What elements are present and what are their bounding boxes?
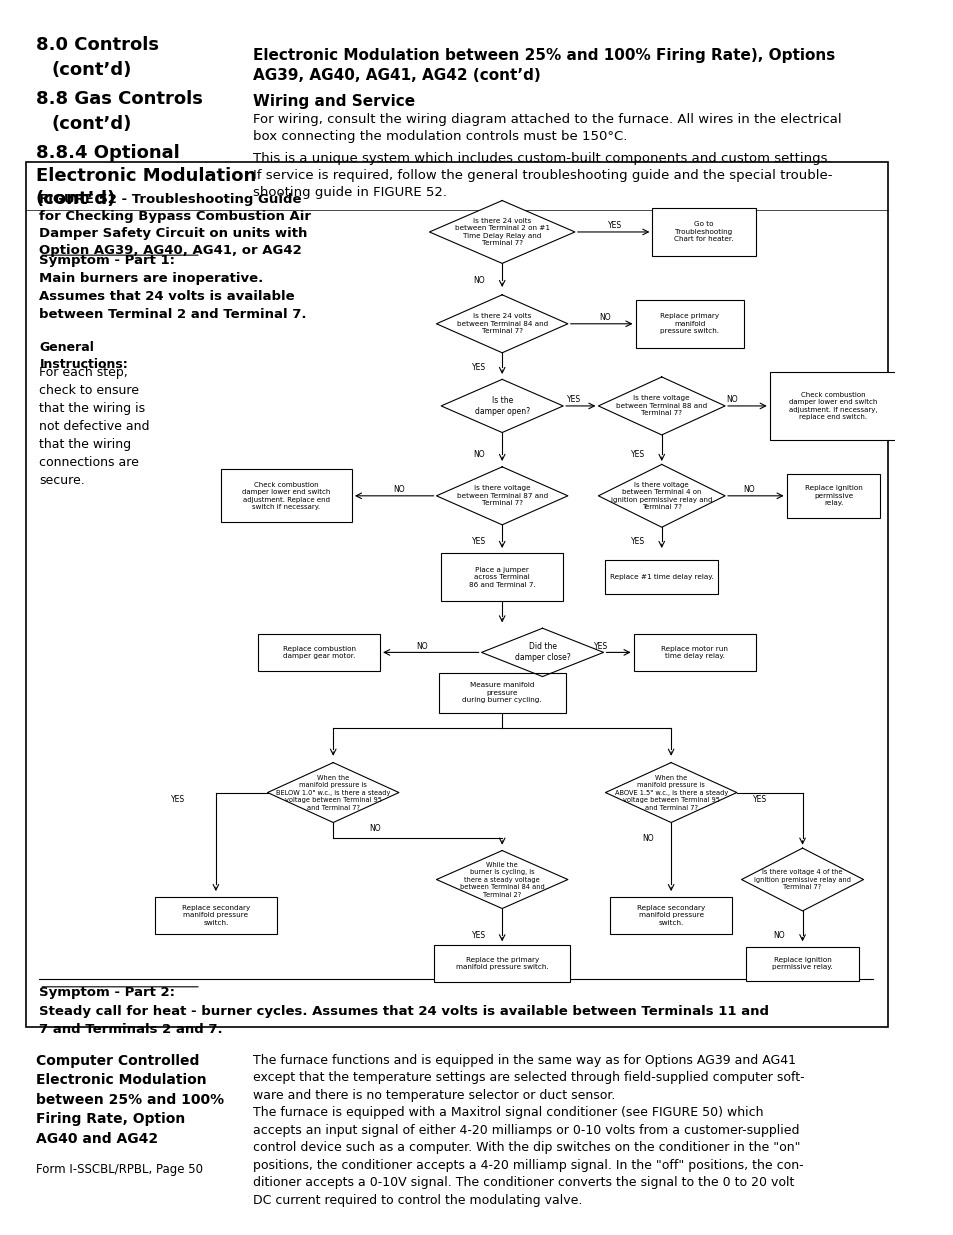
Text: Form I-SSCBL/RPBL, Page 50: Form I-SSCBL/RPBL, Page 50 (35, 1163, 202, 1176)
Text: YES: YES (471, 363, 485, 372)
Bar (434, 945, 570, 982)
Bar (633, 634, 755, 671)
Text: Steady call for heat - burner cycles. Assumes that 24 volts is available between: Steady call for heat - burner cycles. As… (39, 1005, 769, 1036)
Text: General
Instructions:: General Instructions: (39, 341, 128, 372)
Polygon shape (598, 377, 724, 435)
Text: (cont’d): (cont’d) (51, 61, 132, 79)
Text: Is there voltage 4 of the
ignition premissive relay and
Terminal 7?: Is there voltage 4 of the ignition premi… (753, 869, 850, 890)
Text: When the
manifold pressure is
BELOW 1.0" w.c., is there a steady
voltage between: When the manifold pressure is BELOW 1.0"… (275, 774, 390, 810)
Text: (cont’d): (cont’d) (51, 115, 132, 133)
Text: YES: YES (631, 537, 644, 546)
Text: Place a jumper
across Terminal
86 and Terminal 7.: Place a jumper across Terminal 86 and Te… (468, 567, 535, 588)
Text: (cont’d): (cont’d) (35, 190, 116, 209)
Text: NO: NO (599, 312, 611, 322)
Text: 8.8 Gas Controls: 8.8 Gas Controls (35, 90, 202, 107)
Text: Measure manifold
pressure
during burner cycling.: Measure manifold pressure during burner … (462, 683, 541, 704)
Bar (154, 897, 276, 934)
Text: Did the
damper close?: Did the damper close? (514, 642, 570, 662)
Text: Computer Controlled
Electronic Modulation
between 25% and 100%
Firing Rate, Opti: Computer Controlled Electronic Modulatio… (35, 1053, 224, 1146)
Text: YES: YES (607, 221, 621, 230)
Text: Wiring and Service: Wiring and Service (253, 94, 416, 109)
Text: NO: NO (416, 641, 428, 651)
Bar (610, 897, 731, 934)
Text: NO: NO (773, 930, 784, 940)
Polygon shape (267, 762, 398, 823)
Bar (258, 634, 379, 671)
Text: Check combustion
damper lower end switch
adjustment. Replace end
switch if neces: Check combustion damper lower end switch… (242, 482, 330, 510)
Bar (636, 300, 743, 348)
Text: Main burners are inoperative.
Assumes that 24 volts is available
between Termina: Main burners are inoperative. Assumes th… (39, 272, 307, 321)
Text: Electronic Modulation between 25% and 100% Firing Rate), Options
AG39, AG40, AG4: Electronic Modulation between 25% and 10… (253, 48, 835, 83)
Polygon shape (598, 464, 724, 527)
Polygon shape (481, 629, 603, 677)
Text: NO: NO (725, 395, 738, 404)
Bar (786, 474, 880, 517)
Polygon shape (440, 379, 562, 432)
Polygon shape (605, 762, 736, 823)
Text: Replace the primary
manifold pressure switch.: Replace the primary manifold pressure sw… (456, 957, 548, 971)
Text: While the
burner is cycling, is
there a steady voltage
between Terminal 84 and
T: While the burner is cycling, is there a … (459, 862, 544, 898)
Text: FIGURE 52 - Troubleshooting Guide
for Checking Bypass Combustion Air
Damper Safe: FIGURE 52 - Troubleshooting Guide for Ch… (39, 194, 311, 257)
Text: The furnace functions and is equipped in the same way as for Options AG39 and AG: The furnace functions and is equipped in… (253, 1053, 804, 1207)
Polygon shape (436, 295, 567, 353)
Text: YES: YES (172, 795, 185, 804)
Text: Symptom - Part 2:: Symptom - Part 2: (39, 986, 175, 999)
Text: Is there voltage
between Terminal 88 and
Terminal 7?: Is there voltage between Terminal 88 and… (616, 395, 706, 416)
Text: Electronic Modulation: Electronic Modulation (35, 167, 255, 185)
Text: NO: NO (473, 451, 484, 459)
Text: YES: YES (753, 795, 766, 804)
Bar (438, 673, 565, 714)
Bar (220, 469, 352, 522)
Bar (605, 561, 718, 594)
Polygon shape (429, 200, 575, 263)
Text: Symptom - Part 1:: Symptom - Part 1: (39, 254, 175, 267)
Text: This is a unique system which includes custom-built components and custom settin: This is a unique system which includes c… (253, 152, 832, 199)
Bar (652, 207, 755, 256)
Text: Is the
damper open?: Is the damper open? (475, 396, 529, 416)
Text: Replace ignition
permissive relay.: Replace ignition permissive relay. (771, 957, 832, 971)
Polygon shape (436, 851, 567, 909)
Text: Is there 24 volts
between Terminal 2 on #1
Time Delay Relay and
Terminal 7?: Is there 24 volts between Terminal 2 on … (455, 217, 549, 246)
Text: For each step,
check to ensure
that the wiring is
not defective and
that the wir: For each step, check to ensure that the … (39, 367, 150, 488)
Text: Replace secondary
manifold pressure
switch.: Replace secondary manifold pressure swit… (637, 905, 704, 926)
Text: For wiring, consult the wiring diagram attached to the furnace. All wires in the: For wiring, consult the wiring diagram a… (253, 114, 841, 143)
Text: YES: YES (593, 641, 607, 651)
Text: NO: NO (473, 277, 484, 285)
Text: Replace primary
manifold
pressure switch.: Replace primary manifold pressure switch… (659, 314, 719, 335)
FancyBboxPatch shape (27, 162, 887, 1028)
Text: YES: YES (471, 537, 485, 546)
Text: 8.0 Controls: 8.0 Controls (35, 36, 158, 54)
Text: YES: YES (567, 395, 581, 404)
Text: Is there voltage
between Terminal 4 on
ignition permissive relay and
Terminal 7?: Is there voltage between Terminal 4 on i… (611, 482, 712, 510)
Polygon shape (740, 848, 862, 911)
Text: Check combustion
damper lower end switch
adjustment. If necessary,
replace end s: Check combustion damper lower end switch… (788, 391, 877, 420)
Text: Go to
Troubleshooting
Chart for heater.: Go to Troubleshooting Chart for heater. (674, 221, 733, 242)
Bar (769, 372, 896, 440)
Text: 8.8.4 Optional: 8.8.4 Optional (35, 144, 179, 162)
Text: NO: NO (641, 834, 653, 842)
Bar (745, 947, 858, 981)
Text: NO: NO (369, 824, 381, 834)
Text: Replace motor run
time delay relay.: Replace motor run time delay relay. (660, 646, 727, 659)
Text: Replace secondary
manifold pressure
switch.: Replace secondary manifold pressure swit… (182, 905, 250, 926)
Text: Replace ignition
permissive
relay.: Replace ignition permissive relay. (803, 485, 862, 506)
Bar (440, 553, 562, 601)
Text: NO: NO (742, 485, 754, 494)
Text: YES: YES (631, 451, 644, 459)
Text: Is there voltage
between Terminal 87 and
Terminal 7?: Is there voltage between Terminal 87 and… (456, 485, 547, 506)
Text: Is there 24 volts
between Terminal 84 and
Terminal 7?: Is there 24 volts between Terminal 84 an… (456, 314, 547, 335)
Text: YES: YES (471, 930, 485, 940)
Text: When the
manifold pressure is
ABOVE 1.5" w.c., is there a steady
voltage between: When the manifold pressure is ABOVE 1.5"… (614, 774, 727, 810)
Polygon shape (436, 467, 567, 525)
Text: NO: NO (393, 485, 404, 494)
Text: Replace combustion
damper gear motor.: Replace combustion damper gear motor. (282, 646, 355, 659)
Text: Replace #1 time delay relay.: Replace #1 time delay relay. (609, 574, 713, 580)
